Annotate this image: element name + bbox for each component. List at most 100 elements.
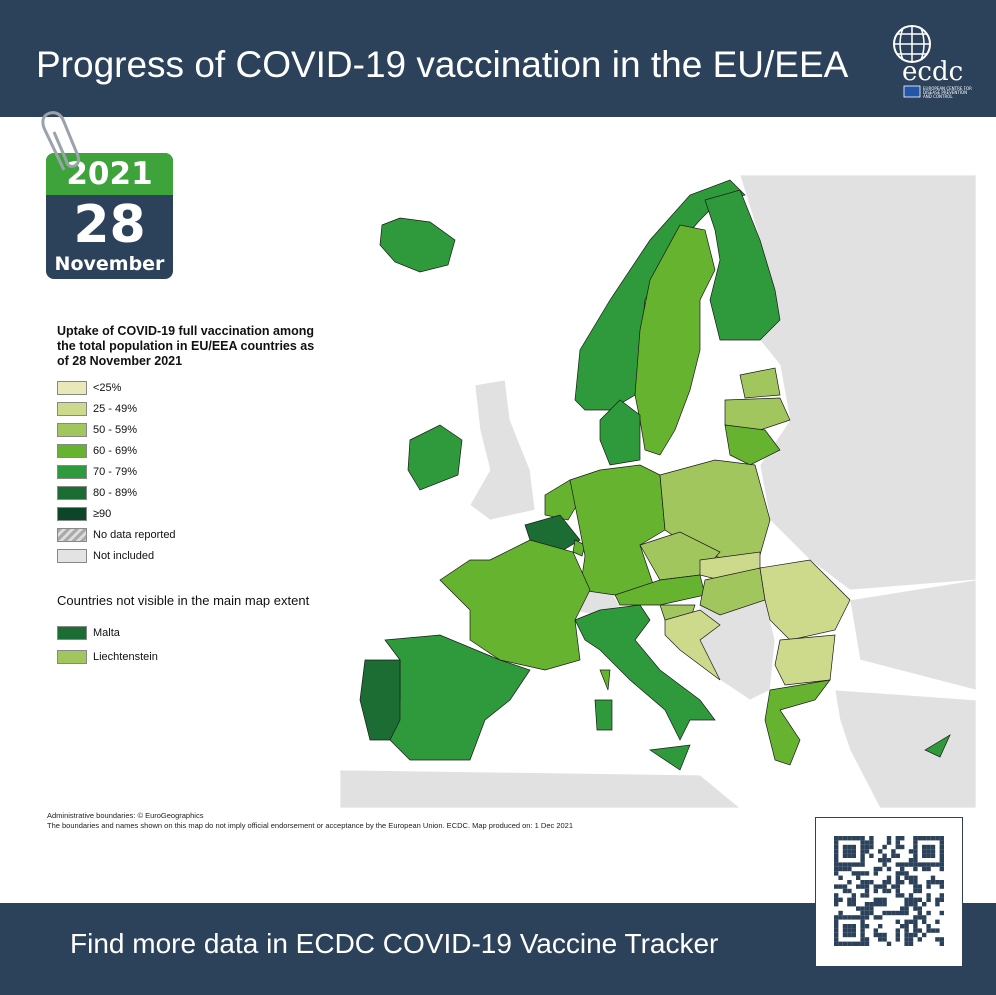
qr-module — [873, 915, 878, 920]
qr-module — [895, 919, 900, 924]
qr-module — [935, 919, 940, 924]
qr-module — [917, 937, 922, 942]
disclaimer-line-2: The boundaries and names shown on this m… — [47, 821, 574, 830]
qr-module — [900, 871, 905, 876]
qr-module — [913, 919, 918, 924]
svg-text:EUROPEAN CENTRE FOR: EUROPEAN CENTRE FOR — [923, 86, 972, 91]
qr-module — [939, 844, 944, 850]
country-greece — [764, 679, 831, 766]
qr-module — [882, 910, 887, 916]
qr-module — [900, 844, 905, 850]
qr-module — [904, 906, 909, 911]
region-north-africa — [340, 769, 741, 809]
qr-module — [908, 941, 914, 946]
legend-label: 80 - 89% — [93, 486, 138, 499]
qr-module — [904, 910, 909, 916]
qr-module — [878, 866, 883, 872]
qr-module — [895, 928, 900, 933]
europe-vaccination-map — [340, 175, 976, 809]
map-disclaimer: Administrative boundaries: © EuroGeograp… — [47, 811, 573, 831]
qr-code[interactable] — [815, 817, 963, 967]
qr-module — [842, 849, 848, 854]
qr-module — [939, 910, 944, 916]
legend-swatch — [57, 380, 87, 395]
qr-module — [856, 906, 861, 911]
qr-module — [864, 910, 870, 916]
qr-module — [856, 941, 861, 946]
qr-module — [851, 897, 856, 902]
country-bulgaria — [774, 634, 836, 686]
region-uk — [469, 379, 536, 521]
qr-module — [922, 919, 927, 924]
qr-module — [856, 871, 861, 876]
qr-module — [834, 941, 839, 946]
qr-module — [939, 893, 944, 898]
legend-title: Uptake of COVID-19 full vaccination amon… — [57, 324, 315, 368]
qr-module — [922, 853, 927, 858]
qr-module — [838, 910, 843, 916]
qr-module — [935, 836, 940, 841]
qr-module — [878, 849, 883, 854]
qr-module — [939, 884, 944, 889]
svg-text:DISEASE PREVENTION: DISEASE PREVENTION — [923, 90, 967, 95]
qr-module — [939, 937, 944, 942]
legend-swatch — [57, 485, 87, 500]
qr-module — [860, 941, 865, 946]
qr-module — [834, 866, 839, 872]
qr-module — [913, 915, 918, 920]
qr-module — [926, 849, 931, 854]
qr-module — [860, 932, 865, 938]
qr-module — [864, 941, 870, 946]
qr-module — [913, 866, 918, 872]
country-iceland — [379, 217, 456, 273]
calendar-month: November — [54, 253, 165, 275]
qr-module — [895, 893, 900, 898]
qr-module — [834, 893, 839, 898]
country-sardinia — [594, 699, 613, 731]
qr-module — [856, 875, 861, 880]
qr-module — [886, 840, 892, 845]
qr-module — [864, 915, 870, 920]
qr-module — [913, 853, 918, 858]
qr-module — [860, 836, 865, 841]
legend-swatch — [57, 464, 87, 479]
country-ireland — [407, 424, 463, 491]
qr-module — [908, 932, 914, 938]
qr-module — [908, 897, 914, 902]
legend-item: 80 - 89% — [57, 482, 319, 503]
qr-module — [878, 937, 883, 942]
qr-module — [842, 844, 848, 850]
qr-module — [886, 880, 892, 885]
qr-module — [930, 875, 936, 880]
country-denmark — [599, 399, 641, 466]
qr-module — [847, 902, 852, 907]
qr-module — [834, 928, 839, 933]
legend-swatch — [57, 527, 87, 542]
qr-module — [926, 880, 931, 885]
qr-module — [908, 862, 914, 867]
qr-module — [869, 902, 874, 907]
footer-link-text[interactable]: Find more data in ECDC COVID-19 Vaccine … — [70, 928, 719, 959]
qr-module — [869, 910, 874, 916]
qr-module — [917, 897, 922, 902]
qr-module — [895, 888, 900, 894]
qr-module — [913, 844, 918, 850]
qr-module — [882, 888, 887, 894]
qr-module — [847, 836, 852, 841]
qr-module — [838, 836, 843, 841]
qr-module — [851, 932, 856, 938]
legend-swatch — [57, 422, 87, 437]
qr-module — [882, 897, 887, 902]
qr-module — [838, 941, 843, 946]
qr-module — [913, 884, 918, 889]
qr-module — [926, 910, 931, 916]
qr-module — [838, 884, 843, 889]
qr-module — [939, 853, 944, 858]
qr-module — [904, 941, 909, 946]
country-sicily — [649, 744, 691, 771]
svg-text:AND CONTROL: AND CONTROL — [923, 94, 953, 99]
qr-module — [935, 928, 940, 933]
legend-item: Not included — [57, 545, 319, 566]
qr-module — [900, 906, 905, 911]
qr-module — [904, 862, 909, 867]
